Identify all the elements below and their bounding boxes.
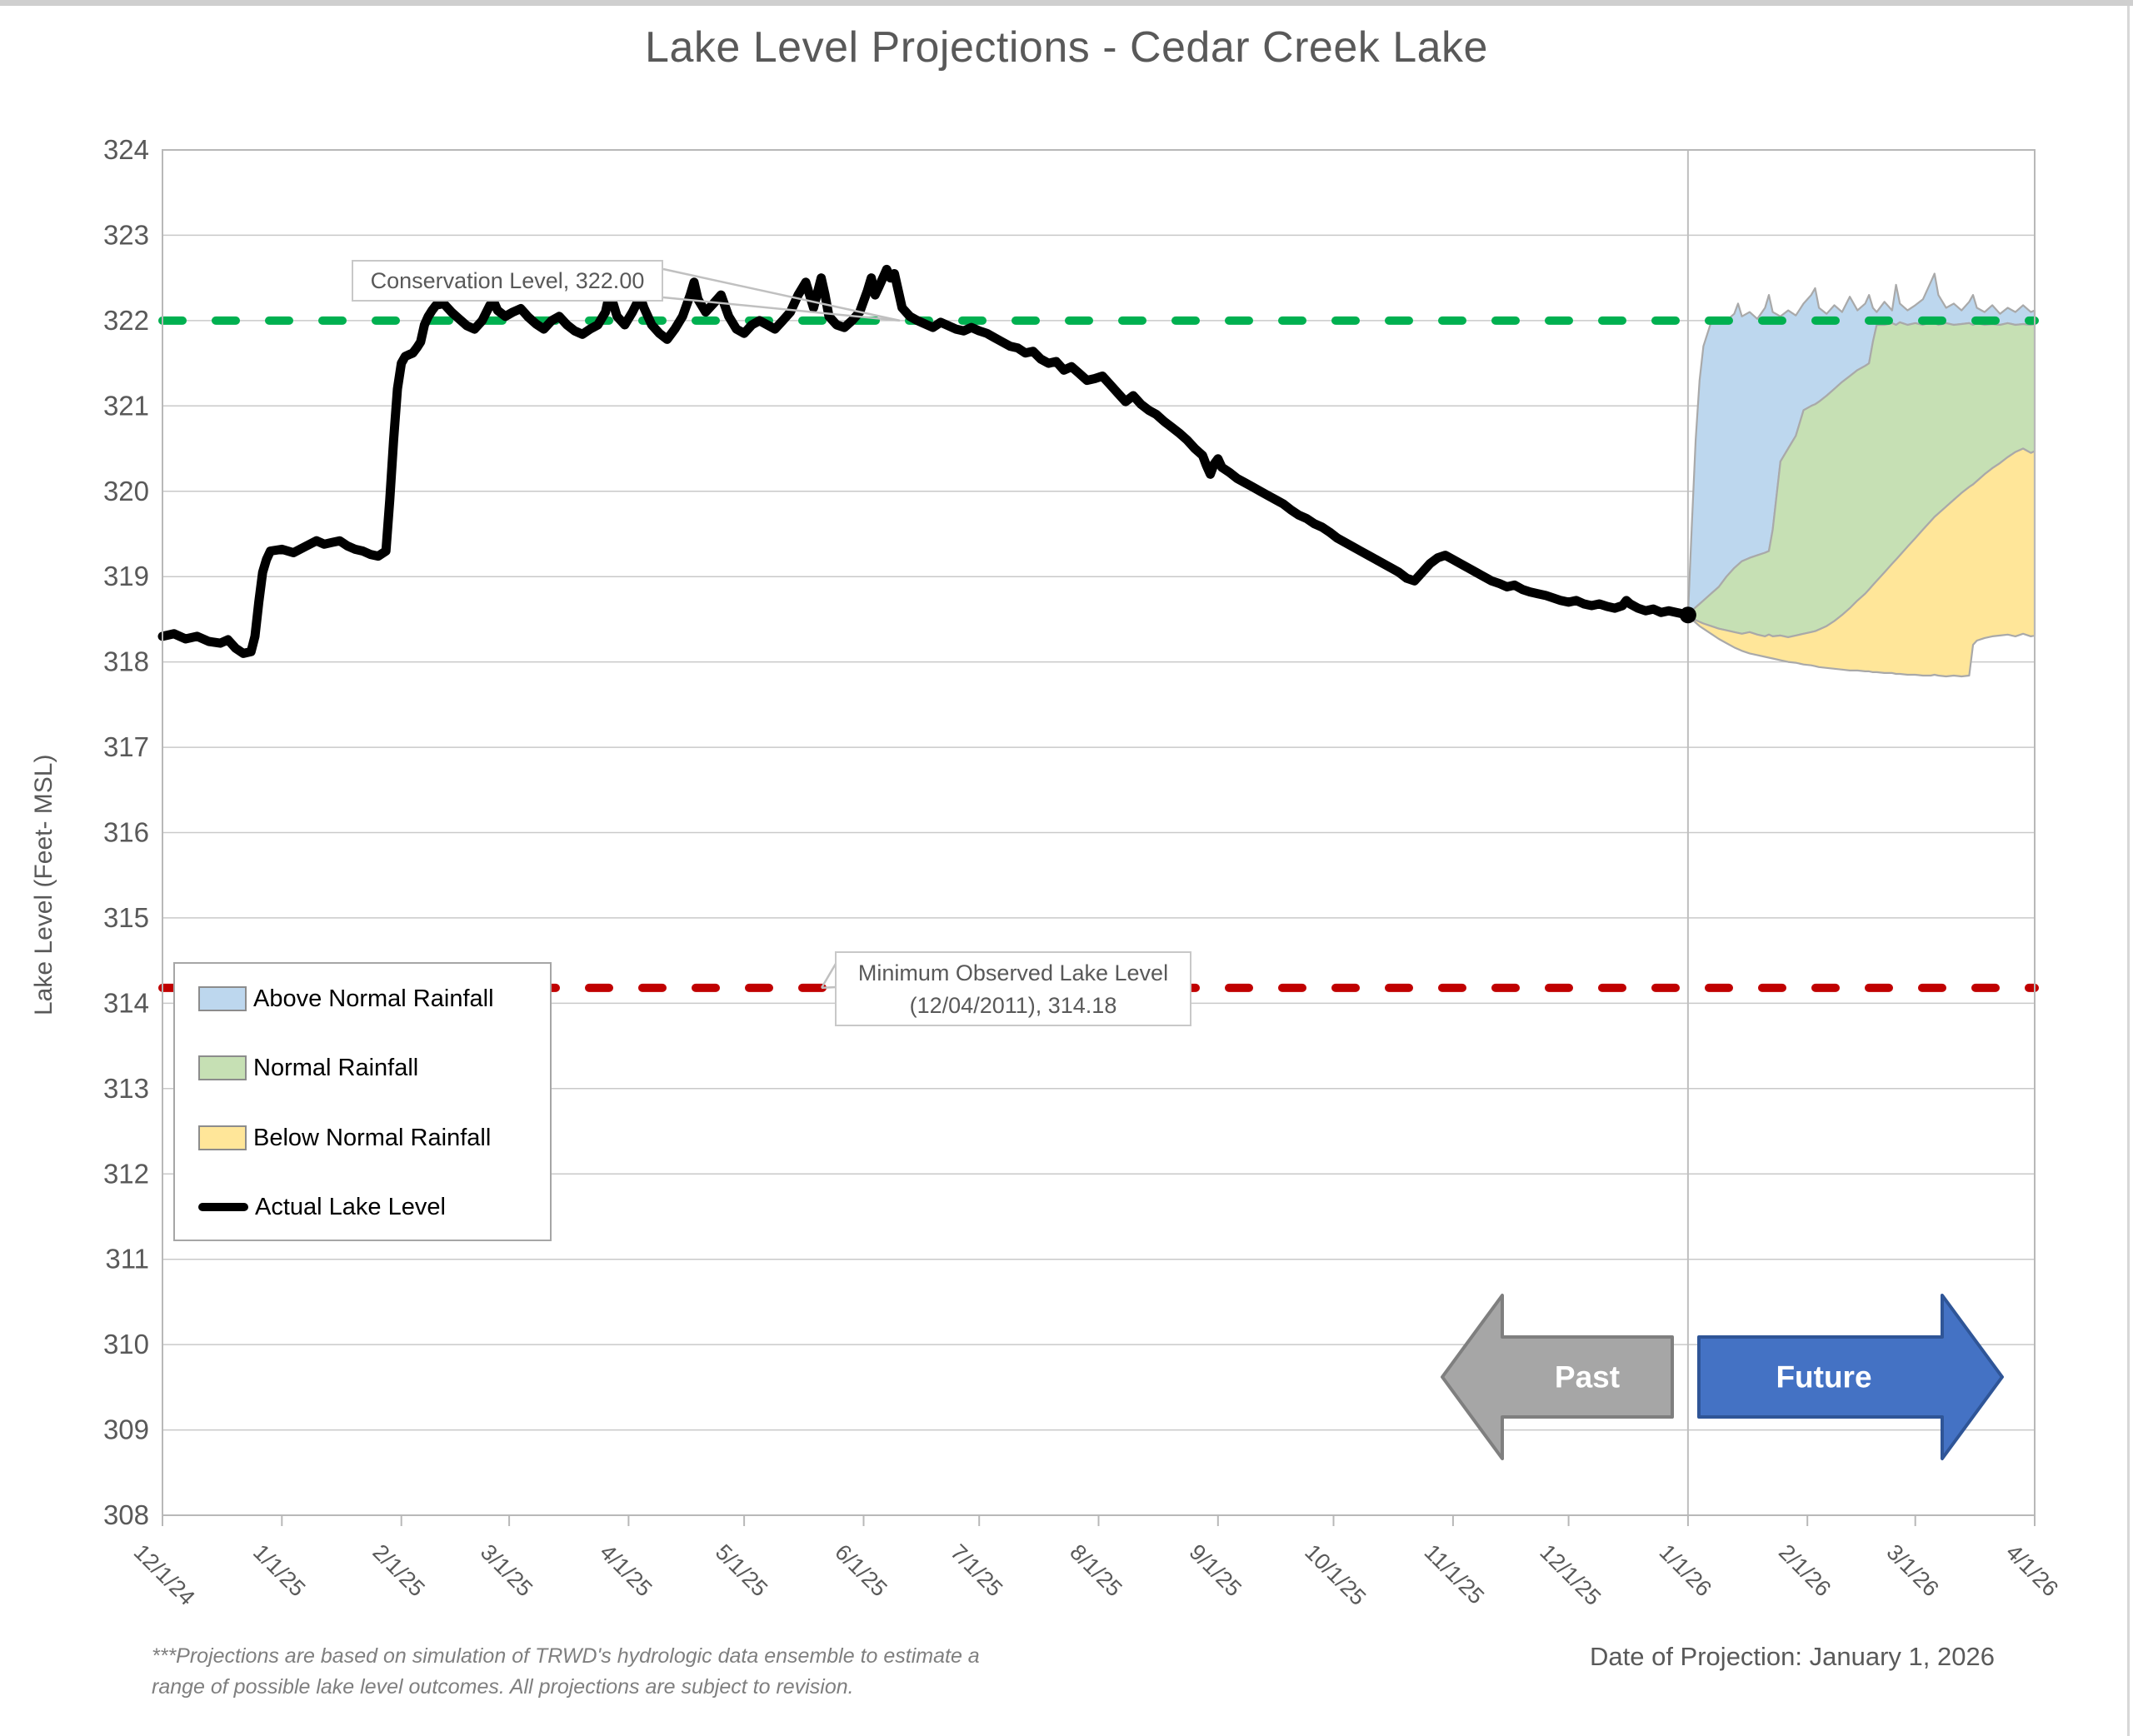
- x-tick-label: 12/1/25: [1535, 1539, 1606, 1610]
- footnote-line2: range of possible lake level outcomes. A…: [152, 1675, 854, 1699]
- minimum-observed-line2: (12/04/2011), 314.18: [909, 993, 1117, 1018]
- y-tick-label: 313: [103, 1073, 149, 1104]
- below-normal-swatch: [198, 1125, 247, 1150]
- chart-title: Lake Level Projections - Cedar Creek Lak…: [645, 23, 1488, 72]
- minimum-observed-line1: Minimum Observed Lake Level: [857, 960, 1169, 985]
- y-tick-label: 320: [103, 476, 149, 506]
- above-normal-swatch: [198, 986, 247, 1011]
- chart-plot-area: 12/1/24 1/1/25 2/1/25 3/1/25 4/1/25 5/1/25 6/1…: [103, 134, 2063, 1610]
- conservation-leader: [662, 267, 901, 322]
- line-end-dot: [1679, 606, 1696, 624]
- y-tick-label: 318: [103, 646, 149, 677]
- x-tick-label: 2/1/25: [367, 1539, 429, 1601]
- x-tick-label: 10/1/25: [1300, 1539, 1371, 1610]
- y-tick-label: 311: [105, 1244, 149, 1275]
- minimum-leader: [820, 963, 837, 989]
- y-tick-label: 324: [103, 134, 149, 165]
- footnote-line1: ***Projections are based on simulation o…: [152, 1644, 980, 1668]
- x-tick-label: 4/1/25: [595, 1539, 657, 1601]
- x-tick-label: 11/1/25: [1420, 1539, 1490, 1609]
- x-tick-label: 3/1/25: [476, 1539, 537, 1601]
- future-arrow: Future: [1697, 1292, 2004, 1462]
- x-tick-label: 7/1/25: [946, 1539, 1007, 1601]
- legend-item-actual: Actual Lake Level: [198, 1193, 446, 1221]
- y-tick-label: 321: [103, 390, 149, 421]
- y-tick-label: 323: [103, 219, 149, 250]
- minimum-leader: [821, 985, 837, 990]
- conservation-level-callout: Conservation Level, 322.00: [352, 260, 663, 302]
- y-tick-label: 319: [103, 561, 149, 591]
- y-tick-label: 322: [103, 305, 149, 336]
- footnote: ***Projections are based on simulation o…: [152, 1641, 980, 1703]
- x-tick-label: 9/1/25: [1185, 1539, 1246, 1601]
- legend-label: Normal Rainfall: [253, 1054, 419, 1081]
- minimum-observed-callout: Minimum Observed Lake Level (12/04/2011)…: [835, 951, 1191, 1026]
- past-arrow: Past: [1440, 1292, 1675, 1462]
- y-tick-label: 309: [103, 1414, 149, 1445]
- past-arrow-shape: [1441, 1294, 1674, 1460]
- actual-lake-level-line: [157, 264, 1693, 658]
- actual-line-swatch: [198, 1203, 248, 1211]
- legend: Above Normal Rainfall Normal Rainfall Be…: [173, 962, 552, 1241]
- slide-right-edge: [2127, 6, 2130, 1736]
- y-tick-label: 316: [103, 817, 149, 848]
- y-tick-label: 314: [103, 987, 149, 1018]
- conservation-leader: [662, 296, 901, 322]
- legend-label: Above Normal Rainfall: [253, 985, 494, 1012]
- legend-item-normal: Normal Rainfall: [198, 1054, 418, 1082]
- y-tick-label: 315: [103, 902, 149, 933]
- future-arrow-shape: [1697, 1294, 2004, 1460]
- x-tick-label: 6/1/25: [830, 1539, 892, 1601]
- x-tick-label: 8/1/25: [1065, 1539, 1126, 1601]
- y-axis-title: Lake Level (Feet- MSL): [30, 754, 57, 1015]
- x-tick-label: 5/1/25: [711, 1539, 772, 1601]
- x-tick-label: 1/1/26: [1655, 1539, 1716, 1601]
- past-arrow-label: Past: [1555, 1360, 1620, 1394]
- conservation-level-text: Conservation Level, 322.00: [370, 268, 645, 293]
- y-tick-label: 308: [103, 1499, 149, 1530]
- future-arrow-label: Future: [1776, 1360, 1871, 1394]
- legend-label: Below Normal Rainfall: [253, 1124, 492, 1151]
- legend-label: Actual Lake Level: [255, 1193, 446, 1220]
- x-tick-label: 2/1/26: [1774, 1539, 1836, 1601]
- y-tick-label: 317: [103, 731, 149, 762]
- y-tick-label: 310: [103, 1329, 149, 1359]
- x-tick-label: 3/1/26: [1881, 1539, 1943, 1601]
- x-tick-label: 12/1/24: [129, 1539, 200, 1610]
- x-tick-label: 4/1/26: [2001, 1539, 2063, 1601]
- x-tick-label: 1/1/25: [248, 1539, 310, 1601]
- legend-item-below-normal: Below Normal Rainfall: [198, 1124, 491, 1152]
- normal-swatch: [198, 1055, 247, 1080]
- y-tick-label: 312: [103, 1158, 149, 1189]
- projection-date-label: Date of Projection: January 1, 2026: [1590, 1642, 1995, 1671]
- legend-item-above-normal: Above Normal Rainfall: [198, 985, 494, 1013]
